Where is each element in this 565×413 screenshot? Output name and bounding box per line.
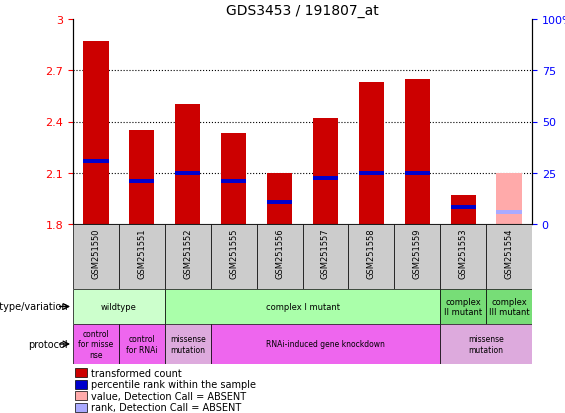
Text: complex
II mutant: complex II mutant xyxy=(444,297,482,316)
Text: control
for RNAi: control for RNAi xyxy=(126,335,158,354)
Bar xyxy=(497,173,521,224)
Bar xyxy=(75,403,87,412)
Text: transformed count: transformed count xyxy=(92,368,182,378)
Text: GSM251556: GSM251556 xyxy=(275,228,284,278)
Bar xyxy=(302,224,349,289)
Bar xyxy=(75,391,87,400)
Text: value, Detection Call = ABSENT: value, Detection Call = ABSENT xyxy=(92,391,246,401)
Bar xyxy=(450,195,476,224)
Bar xyxy=(175,171,201,176)
Text: genotype/variation: genotype/variation xyxy=(0,302,68,312)
Bar xyxy=(349,224,394,289)
Bar xyxy=(221,180,246,184)
Bar xyxy=(405,80,430,224)
Bar xyxy=(175,105,201,224)
Text: RNAi-induced gene knockdown: RNAi-induced gene knockdown xyxy=(266,339,385,349)
Text: GSM251555: GSM251555 xyxy=(229,228,238,278)
Bar xyxy=(83,159,108,164)
Text: missense
mutation: missense mutation xyxy=(468,335,504,354)
Text: GSM251558: GSM251558 xyxy=(367,228,376,278)
Bar xyxy=(440,224,486,289)
Bar xyxy=(129,131,154,224)
Title: GDS3453 / 191807_at: GDS3453 / 191807_at xyxy=(226,4,379,17)
Bar xyxy=(267,173,292,224)
Bar xyxy=(211,224,257,289)
Bar xyxy=(267,200,292,204)
Bar xyxy=(165,324,211,364)
Text: rank, Detection Call = ABSENT: rank, Detection Call = ABSENT xyxy=(92,402,242,412)
Bar xyxy=(394,224,440,289)
Text: GSM251554: GSM251554 xyxy=(505,228,514,278)
Bar xyxy=(486,289,532,324)
Bar xyxy=(359,83,384,224)
Bar xyxy=(119,224,165,289)
Bar xyxy=(440,324,532,364)
Bar xyxy=(75,380,87,389)
Text: protocol: protocol xyxy=(28,339,68,349)
Bar xyxy=(119,324,165,364)
Text: GSM251557: GSM251557 xyxy=(321,228,330,278)
Text: GSM251553: GSM251553 xyxy=(459,228,468,278)
Bar xyxy=(313,176,338,180)
Bar xyxy=(359,171,384,176)
Bar xyxy=(165,224,211,289)
Bar xyxy=(73,289,165,324)
Text: missense
mutation: missense mutation xyxy=(170,335,206,354)
Bar xyxy=(486,224,532,289)
Bar xyxy=(313,119,338,224)
Bar xyxy=(75,368,87,377)
Bar xyxy=(450,205,476,209)
Bar xyxy=(497,210,521,215)
Text: control
for misse
nse: control for misse nse xyxy=(79,329,114,359)
Text: complex
III mutant: complex III mutant xyxy=(489,297,529,316)
Bar xyxy=(83,42,108,224)
Bar xyxy=(165,289,440,324)
Text: percentile rank within the sample: percentile rank within the sample xyxy=(92,379,257,389)
Text: GSM251551: GSM251551 xyxy=(137,228,146,278)
Text: complex I mutant: complex I mutant xyxy=(266,302,340,311)
Bar xyxy=(129,180,154,184)
Bar xyxy=(405,171,430,176)
Text: wildtype: wildtype xyxy=(101,302,137,311)
Bar xyxy=(73,324,119,364)
Bar xyxy=(73,224,119,289)
Bar xyxy=(221,134,246,224)
Text: GSM251552: GSM251552 xyxy=(183,228,192,278)
Text: GSM251559: GSM251559 xyxy=(413,228,421,278)
Bar xyxy=(257,224,302,289)
Bar xyxy=(440,289,486,324)
Bar xyxy=(211,324,440,364)
Text: GSM251550: GSM251550 xyxy=(92,228,101,278)
